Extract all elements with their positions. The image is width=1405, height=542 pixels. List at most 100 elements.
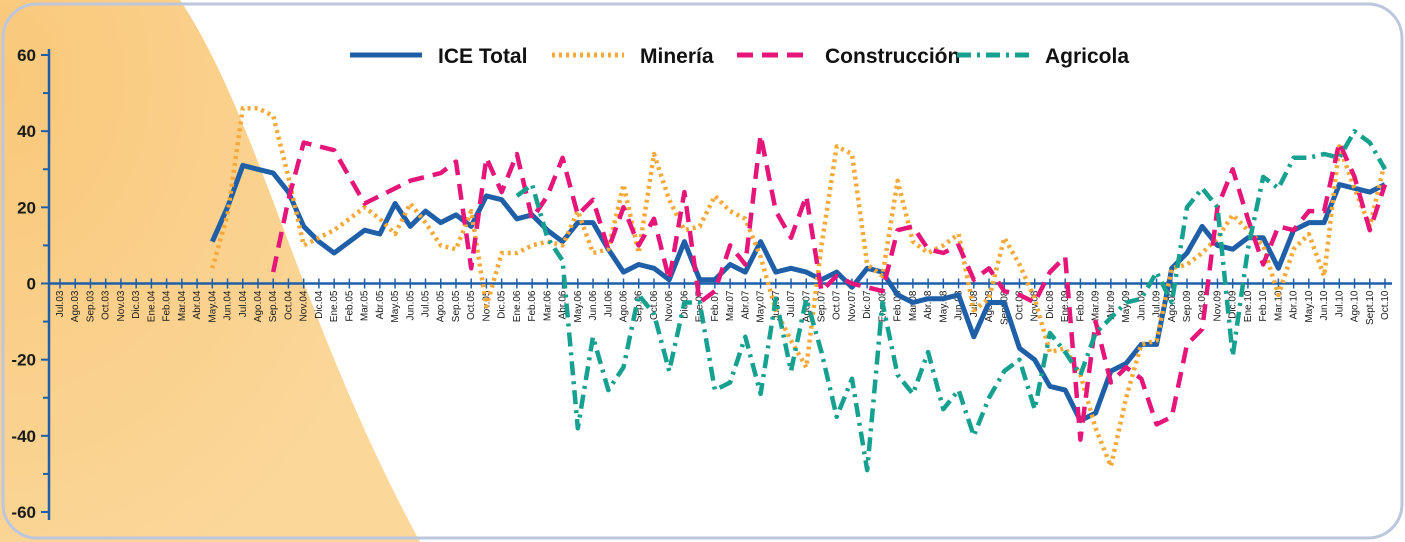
x-tick-label: Mar.04 [177,290,188,321]
x-tick-label: May.05 [390,290,401,322]
x-tick-label: Abr.08 [923,290,934,319]
x-tick-label: Abr.10 [1289,290,1300,319]
legend: ICE Total Minería Construcción Agricola [350,45,1129,68]
x-tick-label: Oct.04 [283,290,294,320]
x-tick-label: Sep.04 [268,290,279,322]
y-tick-label: 40 [17,122,36,141]
x-tick-label: Sept.10 [1365,290,1376,325]
legend-label-3: Construcción [825,45,960,68]
x-tick-label: Mar.05 [360,290,371,321]
x-tick-label: Jul.03 [55,290,66,317]
y-tick-label: -40 [11,427,36,446]
x-tick-label: Ago.05 [436,290,447,322]
x-tick-label: Ago.03 [70,290,81,322]
x-tick-label: May.10 [1304,290,1315,322]
x-tick-label: Jul.10 [1334,290,1345,317]
series-line-3 [270,132,1388,442]
x-tick-label: Jul.04 [238,290,249,317]
x-tick-label: Jun.06 [588,290,599,320]
x-tick-label: Jun.05 [405,290,416,320]
x-tick-label: Feb.04 [162,290,173,322]
x-tick-label: Dic.04 [314,290,325,319]
x-tick-label: Mar.07 [725,290,736,321]
x-tick-label: Dic.08 [1045,290,1056,319]
x-tick-label: Feb.05 [344,290,355,322]
x-tick-label: Feb.09 [1075,290,1086,322]
series-layer [210,106,1388,473]
x-tick-label: Oct.07 [832,290,843,320]
decorative-orange-panel [0,0,420,542]
legend-label-4: Agricola [1045,45,1129,68]
x-tick-label: Ene.10 [1243,290,1254,322]
x-tick-label: Jun.10 [1319,290,1330,320]
x-tick-label: Jun.09 [1136,290,1147,320]
x-tick-label: Nov.09 [1212,290,1223,321]
x-tick-label: Sep.03 [85,290,96,322]
x-tick-label: Oct.03 [101,290,112,320]
x-tick-label: Mar.06 [542,290,553,321]
x-tick-label: Ene.06 [512,290,523,322]
x-tick-label: May.07 [756,290,767,322]
x-tick-label: Sep.09 [1182,290,1193,322]
x-tick-label: May.06 [573,290,584,322]
x-tick-label: Abr.05 [375,290,386,319]
x-tick-label: Ene.07 [695,290,706,322]
x-tick-label: Dic.07 [862,290,873,319]
x-tick-label: Jul.06 [603,290,614,317]
x-tick-label: Oct.09 [1197,290,1208,320]
x-tick-label: Oct.08 [1014,290,1025,320]
x-tick-label: May.08 [938,290,949,322]
x-tick-label: Abr.06 [558,290,569,319]
x-tick-label: Dic.09 [1228,290,1239,319]
x-tick-label: Ago.04 [253,290,264,322]
y-tick-label: -60 [11,503,36,522]
x-tick-label: Sep.07 [816,290,827,322]
x-tick-label: Ago.09 [1167,290,1178,322]
x-tick-label: Mar.08 [908,290,919,321]
y-tick-label: 20 [17,198,36,217]
x-tick-label: Ene.04 [146,290,157,322]
x-tick-label: Feb.06 [527,290,538,322]
x-tick-label: Sep.05 [451,290,462,322]
x-tick-label: Dic.03 [131,290,142,319]
x-tick-label: Jun.04 [223,290,234,320]
x-tick-label: Jul.09 [1152,290,1163,317]
x-tick-label: Oct.10 [1380,290,1391,320]
x-tick-label: Jul.05 [421,290,432,317]
x-tick-label: Nov.06 [664,290,675,321]
x-tick-label: May.04 [207,290,218,322]
series-line-4 [515,128,1387,473]
y-tick-label: 0 [27,275,36,294]
x-tick-label: Nov.08 [1030,290,1041,321]
x-tick-label: Oct.06 [649,290,660,320]
x-tick-label: May.09 [1121,290,1132,322]
series-line-2 [210,106,1388,469]
x-tick-label: Dic.05 [497,290,508,319]
x-tick-label: Feb.07 [710,290,721,322]
x-tick-label: Abr.07 [740,290,751,319]
x-tick-label: Sep.06 [634,290,645,322]
legend-label-1: ICE Total [438,45,527,68]
x-tick-label: Nov.03 [116,290,127,321]
series-line-1 [210,162,1387,424]
x-tick-label: Mar.09 [1091,290,1102,321]
x-tick-label: Abr.09 [1106,290,1117,319]
legend-label-2: Minería [640,45,714,68]
x-tick-label: Ene.05 [329,290,340,322]
x-tick-label: Ago.06 [619,290,630,322]
x-tick-label: Nov.07 [847,290,858,321]
x-tick-label: Nov.04 [299,290,310,321]
x-tick-label: Mar.10 [1273,290,1284,321]
x-tick-label: Oct.05 [466,290,477,320]
x-tick-label: Jul.07 [786,290,797,317]
x-tick-label: Ene.09 [1060,290,1071,322]
x-tick-label: Abr.04 [192,290,203,319]
x-tick-label: Jun.08 [954,290,965,320]
y-tick-label: 60 [17,46,36,65]
x-tick-label: Feb.08 [893,290,904,322]
y-tick-label: -20 [11,351,36,370]
x-tick-label: Ago.10 [1350,290,1361,322]
